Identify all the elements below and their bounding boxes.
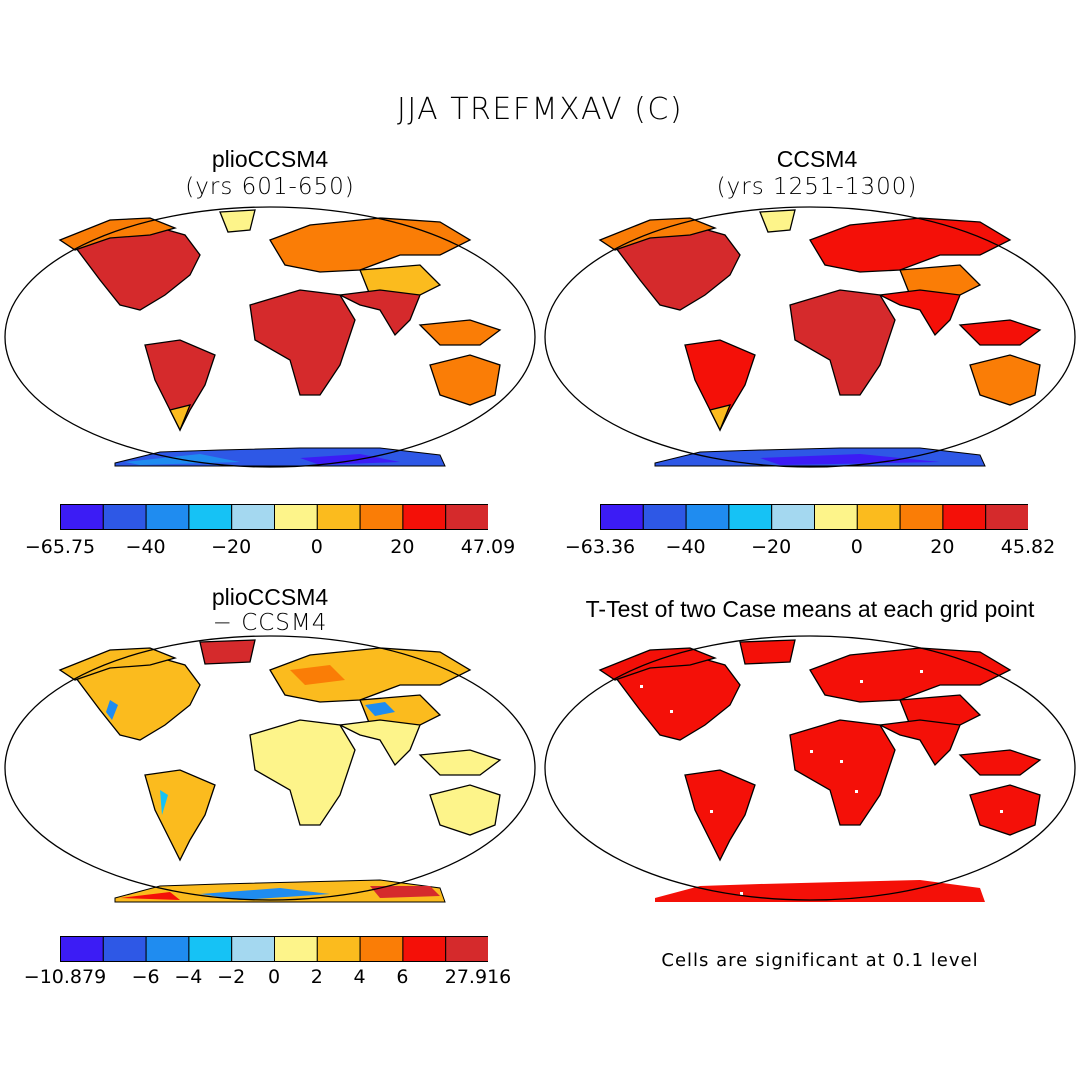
colorbar-ccsm4 xyxy=(600,504,1030,530)
colorbar-tick-label: −40 xyxy=(665,536,706,558)
colorbar-segment xyxy=(274,504,318,530)
colorbar-tick-label: 47.09 xyxy=(460,536,516,558)
colorbar-labels-difference: −10.879 −6 −4 −2 0 2 4 6 27.916 xyxy=(24,966,511,992)
colorbar-segment xyxy=(145,936,190,962)
colorbar-segment xyxy=(359,504,404,530)
colorbar-tick-label: 27.916 xyxy=(444,966,512,988)
colorbar-segment xyxy=(402,936,447,962)
colorbar-tick-label: 6 xyxy=(396,966,409,988)
panel-title-plio: plioCCSM4 xyxy=(211,146,329,172)
colorbar-tick-label: 45.82 xyxy=(1000,536,1056,558)
colorbar-segment xyxy=(814,504,858,530)
colorbar-segment xyxy=(188,504,233,530)
colorbar-tick-label: −10.879 xyxy=(23,966,107,988)
colorbar-segment xyxy=(359,936,404,962)
map-outline xyxy=(4,635,536,901)
panel-title-ttest: T-Test of two Case means at each grid po… xyxy=(585,596,1035,622)
colorbar-segment xyxy=(685,504,730,530)
colorbar-segment xyxy=(102,936,147,962)
colorbar-segment xyxy=(985,504,1030,530)
continents xyxy=(58,209,502,432)
panel-subtitle-plio: (yrs 601-650) xyxy=(185,174,355,200)
panel-title-diff: plioCCSM4 xyxy=(211,584,329,610)
colorbar-tick-label: −4 xyxy=(174,966,203,988)
colorbar-segment xyxy=(60,504,104,530)
colorbar-segment xyxy=(402,504,447,530)
colorbar-segment xyxy=(102,504,147,530)
colorbar-tick-label: −20 xyxy=(751,536,792,558)
colorbar-tick-label: −20 xyxy=(211,536,252,558)
colorbar-tick-label: −65.75 xyxy=(24,536,96,558)
map-outline xyxy=(544,206,1076,468)
colorbar-segment xyxy=(316,936,361,962)
colorbar-segment xyxy=(316,504,361,530)
colorbar-segment xyxy=(856,504,901,530)
map-ttest xyxy=(544,635,1076,902)
significance-note: Cells are significant at 0.1 level xyxy=(661,950,979,971)
colorbar-tick-label: −40 xyxy=(125,536,166,558)
continents xyxy=(598,639,1042,902)
colorbar-segment xyxy=(942,504,987,530)
continents xyxy=(58,639,502,862)
antarctica xyxy=(654,447,986,467)
antarctica xyxy=(114,879,446,903)
colorbar-segment xyxy=(445,936,490,962)
map-ccsm4 xyxy=(544,206,1076,468)
colorbar-tick-label: −2 xyxy=(217,966,246,988)
colorbar-tick-label: −63.36 xyxy=(564,536,636,558)
colorbar-difference xyxy=(60,936,490,962)
colorbar-tick-label: −6 xyxy=(131,966,160,988)
figure-title: JJA TREFMXAV (C) xyxy=(396,92,684,127)
colorbar-segment xyxy=(274,936,318,962)
colorbar-plioccsm4 xyxy=(60,504,490,530)
panel-subtitle-ccsm4: (yrs 1251-1300) xyxy=(716,174,918,200)
colorbar-tick-label: 0 xyxy=(310,536,323,558)
colorbar-segment xyxy=(445,504,490,530)
colorbar-segment xyxy=(231,504,275,530)
continents xyxy=(598,209,1042,432)
colorbar-segment xyxy=(771,504,815,530)
map-plioccsm4 xyxy=(4,206,536,468)
colorbar-segment xyxy=(642,504,687,530)
colorbar-labels-plioccsm4: −65.75 −40 −20 0 20 47.09 xyxy=(25,536,515,562)
colorbar-segment xyxy=(231,936,275,962)
colorbar-labels-ccsm4: −63.36 −40 −20 0 20 45.82 xyxy=(565,536,1055,562)
panel-subtitle-diff: − CCSM4 xyxy=(212,610,328,636)
colorbar-tick-label: 20 xyxy=(930,536,955,558)
colorbar-segment xyxy=(188,936,233,962)
antarctica xyxy=(114,447,446,467)
colorbar-tick-label: 20 xyxy=(390,536,415,558)
colorbar-tick-label: 0 xyxy=(850,536,863,558)
map-outline xyxy=(544,635,1076,901)
colorbar-segment xyxy=(60,936,104,962)
map-difference xyxy=(4,635,536,903)
colorbar-segment xyxy=(728,504,773,530)
panel-title-ccsm4: CCSM4 xyxy=(776,146,858,172)
insignificant-cells xyxy=(640,670,1003,895)
colorbar-segment xyxy=(145,504,190,530)
colorbar-segment xyxy=(899,504,944,530)
map-outline xyxy=(4,206,536,468)
colorbar-tick-label: 4 xyxy=(353,966,366,988)
colorbar-segment xyxy=(600,504,644,530)
colorbar-tick-label: 2 xyxy=(310,966,323,988)
colorbar-tick-label: 0 xyxy=(267,966,281,988)
